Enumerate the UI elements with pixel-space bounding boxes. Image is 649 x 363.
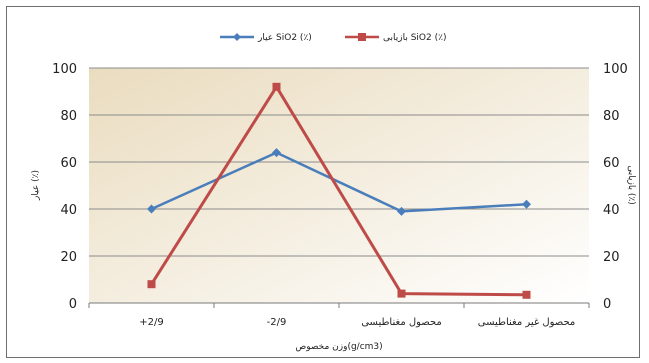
legend-label-grade: عیار SiO2 (٪) bbox=[257, 33, 312, 43]
data-point-recovery bbox=[272, 82, 281, 91]
data-point-grade bbox=[522, 199, 531, 209]
series-line-1 bbox=[150, 85, 527, 297]
x-tick-label: -2/9 bbox=[267, 317, 287, 328]
series-line-0 bbox=[150, 151, 527, 213]
legend-label-recovery: بازیابی SiO2 (٪) bbox=[383, 33, 446, 43]
x-tick-label: محصول غیر مغناطیسی bbox=[478, 317, 576, 328]
chart-frame: 0 20 40 60 80 100 0 20 40 60 80 100 +2/9 -2/9 محصول … bbox=[6, 6, 640, 358]
y-tick-label-left: 0 bbox=[69, 297, 77, 312]
y-tick-label-right: 80 bbox=[603, 109, 620, 124]
gridlines bbox=[89, 67, 589, 304]
y-tick-label-left: 80 bbox=[60, 109, 77, 124]
plot-area bbox=[89, 68, 589, 303]
left-y-axis-label: عیار (٪) bbox=[31, 170, 41, 201]
x-tick-label: +2/9 bbox=[139, 317, 163, 328]
x-tick-label: محصول مغناطیسی bbox=[361, 317, 442, 328]
legend: عیار SiO2 (٪) بازیابی SiO2 (٪) bbox=[220, 33, 446, 43]
y-tick-label-right: 20 bbox=[603, 250, 620, 265]
right-y-axis-label: بازیابی (٪) bbox=[626, 165, 636, 205]
right-y-axis-ticks: 0 20 40 60 80 100 bbox=[603, 62, 628, 312]
y-tick-label-left: 40 bbox=[60, 203, 77, 218]
data-point-recovery bbox=[522, 290, 531, 299]
x-axis-label: وزن مخصوص(g/cm3) bbox=[295, 342, 382, 352]
data-point-grade bbox=[147, 204, 156, 214]
x-axis-ticks: +2/9 -2/9 محصول مغناطیسی محصول غیر مغناطیسی bbox=[88, 303, 590, 328]
y-tick-label-right: 60 bbox=[603, 156, 620, 171]
y-tick-label-right: 40 bbox=[603, 203, 620, 218]
y-tick-label-right: 0 bbox=[603, 297, 611, 312]
chart-canvas: 0 20 40 60 80 100 0 20 40 60 80 100 +2/9 -2/9 محصول … bbox=[31, 33, 636, 352]
legend-marker-recovery bbox=[358, 33, 366, 41]
y-tick-label-left: 100 bbox=[52, 62, 77, 77]
data-point-recovery bbox=[147, 280, 156, 289]
y-tick-label-right: 100 bbox=[603, 62, 628, 77]
data-point-grade bbox=[272, 148, 281, 158]
y-tick-label-left: 20 bbox=[60, 250, 77, 265]
y-tick-label-left: 60 bbox=[60, 156, 77, 171]
legend-marker-grade bbox=[233, 33, 241, 41]
data-point-recovery bbox=[397, 289, 406, 298]
series-layer bbox=[147, 82, 531, 299]
data-point-grade bbox=[397, 206, 406, 216]
left-y-axis-ticks: 0 20 40 60 80 100 bbox=[52, 62, 77, 312]
